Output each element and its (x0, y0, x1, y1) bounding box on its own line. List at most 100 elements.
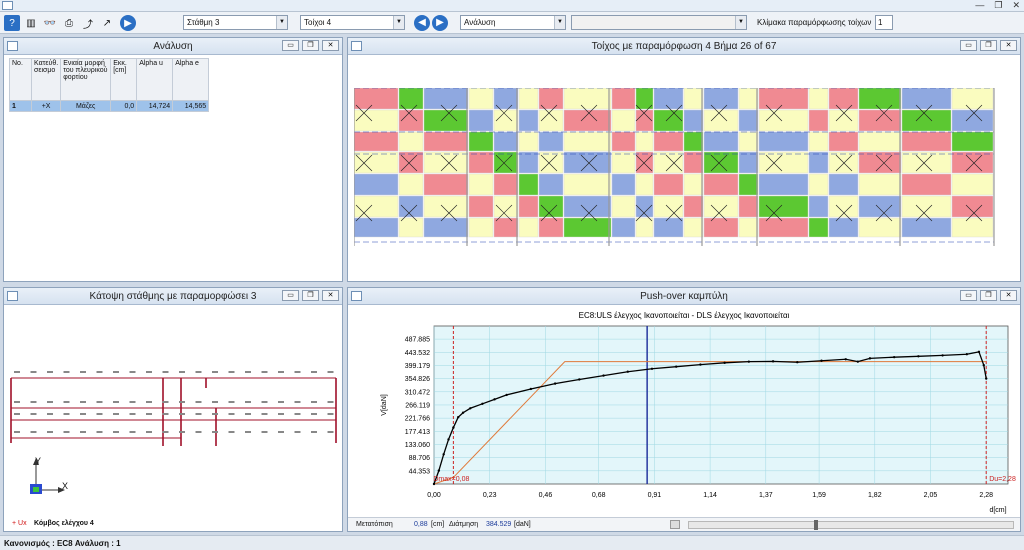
maximize-icon[interactable]: ❐ (980, 40, 997, 51)
node-tag (261, 431, 268, 433)
wall-panel-cell (653, 88, 684, 110)
wall-select[interactable]: Τοίχοι 4 ▼ (300, 15, 405, 30)
minimize-icon[interactable]: ▭ (960, 40, 977, 51)
wall-deformation-drawing[interactable] (354, 88, 1014, 253)
readout-bar: Μετατόπιση 0,88 [cm] Διάτμηση 384.529 [d… (348, 517, 1020, 531)
slider-thumb[interactable] (814, 520, 818, 530)
restore-icon[interactable]: ❐ (994, 0, 1003, 10)
node-tag (146, 401, 152, 403)
table-cell: +X (30, 100, 62, 112)
minimize-icon[interactable]: — (975, 0, 985, 10)
pushover-point (461, 411, 465, 414)
wall-panel-cell (858, 173, 902, 196)
wall-panel-cell (611, 173, 636, 196)
wall-panel-cell (901, 195, 952, 218)
axes-dropdown-icon[interactable]: ↗ (102, 17, 112, 29)
crack-mark (765, 204, 783, 222)
maximize-icon[interactable]: ❐ (302, 40, 319, 51)
pushover-point (747, 360, 751, 363)
x-tick-label: 1,82 (868, 492, 882, 499)
minimize-icon[interactable]: ▭ (282, 40, 299, 51)
pushover-chart[interactable]: EC8:ULS έλεγχος Ικανοποιείται - DLS έλεγ… (348, 306, 1020, 516)
wall-panel-cell (828, 217, 859, 238)
wall-panel-cell (828, 88, 859, 110)
secondary-select[interactable]: ▼ (571, 15, 747, 30)
wall-panel-cell (683, 109, 704, 132)
wall-panel-cell (538, 173, 564, 196)
pushover-point (529, 387, 533, 391)
chevron-down-icon[interactable]: ▼ (735, 16, 746, 29)
crack-mark (355, 154, 373, 172)
column-header[interactable]: Ενιαία μορφή του πλευρικού φορτίου (60, 58, 112, 101)
crack-mark (495, 204, 513, 222)
print-icon[interactable]: ⎙ (65, 17, 73, 29)
export-icon[interactable] (670, 520, 680, 529)
x-tick-label: 1,37 (759, 492, 773, 499)
minimize-icon[interactable]: ▭ (282, 290, 299, 301)
scale-input[interactable]: 1 (875, 15, 893, 30)
level-select[interactable]: Στάθμη 3 ▼ (183, 15, 288, 30)
next-button[interactable]: ▶ (432, 15, 448, 31)
pushover-point (505, 393, 508, 397)
wall-panel-cell (518, 217, 539, 238)
column-header[interactable]: Εκκ. [cm] (110, 58, 138, 101)
floor-plan-drawing[interactable] (6, 368, 340, 448)
wall-panel-cell (538, 151, 564, 174)
minimize-icon[interactable]: ▭ (960, 290, 977, 301)
bar-chart-icon[interactable]: ▥ (26, 17, 36, 29)
pushover-point (432, 482, 436, 486)
pushover-point (868, 357, 872, 360)
panel-title: Τοίχος με παραμόρφωση 4 Βήμα 26 of 67 (348, 38, 1020, 55)
x-tick-label: 0,23 (483, 492, 497, 499)
chevron-down-icon[interactable]: ▼ (276, 16, 287, 29)
chevron-down-icon[interactable]: ▼ (554, 16, 565, 29)
wall-panel-cell (468, 217, 494, 238)
analysis-select[interactable]: Ανάλυση ▼ (460, 15, 566, 30)
wall-panel-cell (398, 173, 424, 196)
x-tick-label: 1,59 (812, 492, 826, 499)
crack-mark (665, 204, 683, 222)
close-icon[interactable]: ✕ (1000, 290, 1017, 301)
maximize-icon[interactable]: ❐ (302, 290, 319, 301)
wall-panel-cell (703, 217, 739, 238)
crack-mark (965, 154, 983, 172)
wall-panel-cell (828, 131, 859, 152)
y-tick-label: 266.119 (405, 402, 430, 409)
x-tick-label: 1,14 (703, 492, 717, 499)
play-icon[interactable]: ▶ (120, 15, 136, 31)
close-icon[interactable]: ✕ (1012, 0, 1020, 10)
wall-panel-cell (468, 131, 494, 152)
wall-panel-cell (951, 217, 994, 238)
x-axis-label: d[cm] (989, 507, 1006, 514)
step-slider[interactable] (688, 520, 1014, 530)
x-tick-label: 0,68 (592, 492, 606, 499)
close-icon[interactable]: ✕ (322, 290, 339, 301)
node-tag (261, 401, 268, 403)
crack-mark (710, 154, 728, 172)
node-tag (261, 371, 268, 373)
pushover-panel: Push-over καμπύλη ▭ ❐ ✕ EC8:ULS έλεγχος … (347, 287, 1021, 532)
close-icon[interactable]: ✕ (322, 40, 339, 51)
column-header[interactable]: Alpha u (136, 58, 174, 101)
column-header[interactable]: No. (9, 58, 32, 101)
chevron-down-icon[interactable]: ▼ (393, 16, 404, 29)
node-tag (245, 401, 251, 403)
close-icon[interactable]: ✕ (1000, 40, 1017, 51)
wall-panel-cell (468, 151, 494, 174)
node-tag (179, 413, 185, 415)
column-header[interactable]: Alpha e (172, 58, 210, 101)
prev-button[interactable]: ◀ (414, 15, 430, 31)
wall-panel-cell (951, 131, 994, 152)
node-tag (311, 371, 317, 373)
wall-panel-cell (354, 131, 399, 152)
glasses-icon[interactable]: 👓 (43, 17, 57, 29)
column-header[interactable]: Κατεύθ. σεισμο (30, 58, 62, 101)
maximize-icon[interactable]: ❐ (980, 290, 997, 301)
curve-chart-icon[interactable]: ⤴ (83, 19, 93, 31)
table-row[interactable]: 1 +X Μάζες 0,0 14,724 14,565 (9, 100, 210, 112)
info-icon[interactable]: ? (4, 15, 20, 31)
wall-panel-cell (808, 131, 829, 152)
wall-panel-cell (738, 195, 759, 218)
wall-panel-cell (951, 109, 994, 132)
crack-mark (580, 204, 598, 222)
